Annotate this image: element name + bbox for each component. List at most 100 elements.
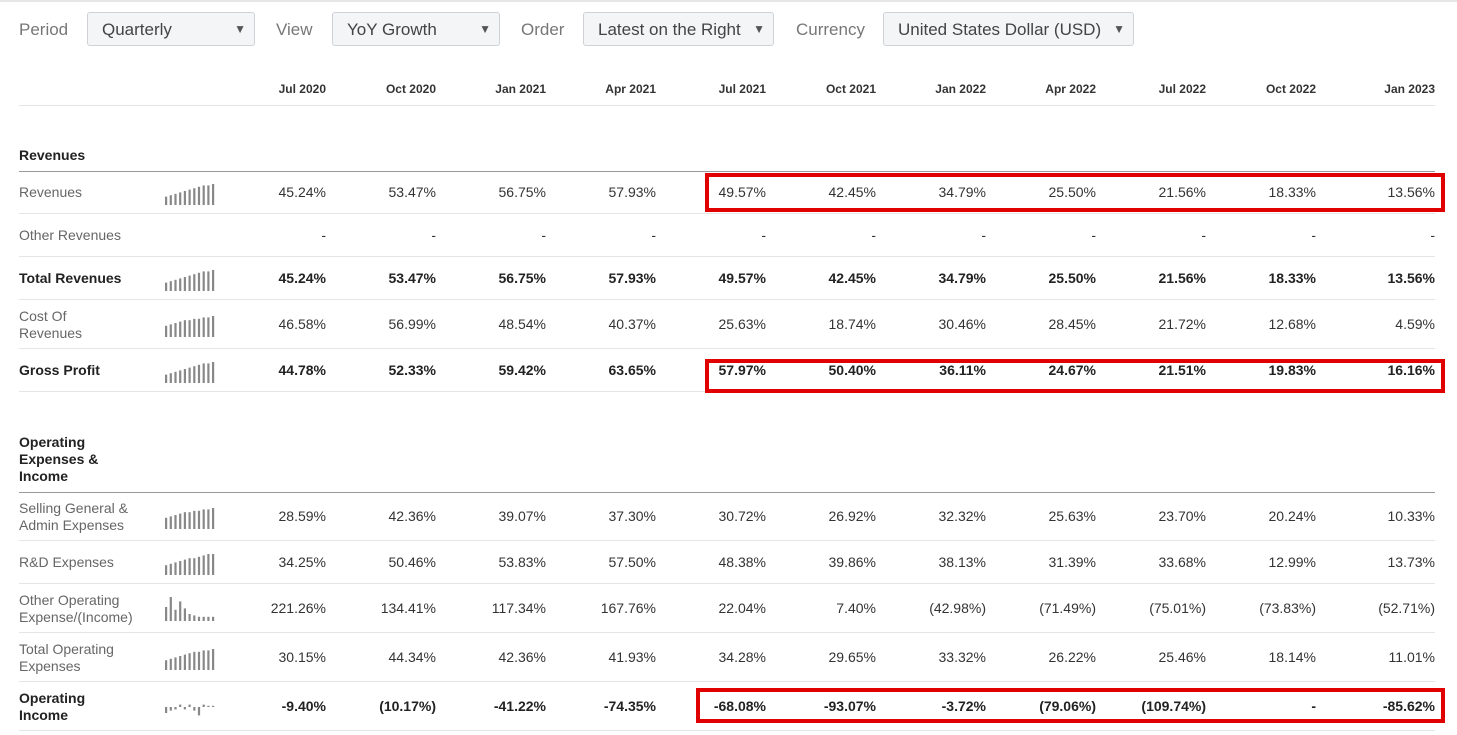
sparkline-bar [202, 649, 205, 670]
table-cell: 50.46% [388, 553, 436, 570]
sparkline-bar [174, 322, 177, 337]
currency-label: Currency [796, 20, 865, 39]
table-cell: - [651, 226, 656, 243]
sparkline-bar [193, 510, 196, 529]
table-cell: -68.08% [713, 697, 766, 714]
currency-select[interactable]: United States Dollar (USD) ▼ [883, 12, 1134, 46]
table-cell: 46.58% [278, 315, 326, 332]
table-cell: 10.33% [1387, 507, 1435, 524]
row-label: Other Revenues [19, 227, 121, 243]
sparkline-bar [183, 276, 186, 291]
sparkline-bar [202, 616, 205, 621]
table-cell: 45.24% [278, 183, 326, 200]
table-cell: (10.17%) [379, 697, 436, 714]
period-select[interactable]: Quarterly ▼ [87, 12, 255, 46]
sparkline-bar [183, 654, 186, 670]
sparkline-bar [183, 190, 186, 205]
row-label: Other Operating Expense/(Income) [19, 591, 133, 625]
table-cell: 42.36% [498, 648, 546, 665]
sparkline-bar [165, 706, 168, 713]
sparkline-bar [212, 361, 215, 383]
sparkline-bar [193, 365, 196, 383]
sparkline-bar [179, 704, 182, 707]
table-cell: - [541, 226, 546, 243]
table-cell: (75.01%) [1149, 599, 1206, 616]
table-cell: - [1311, 226, 1316, 243]
table-row: Cost Of Revenues 46.58% 56.99% 48.54% 40.37% 2… [19, 300, 1435, 349]
table-row: Total Revenues 45.24% 53.47% 56.75% 57.93% 49… [19, 257, 1435, 300]
table-cell: 48.54% [498, 315, 546, 332]
row-label: Total Operating Expenses [19, 640, 114, 674]
order-select[interactable]: Latest on the Right ▼ [583, 12, 774, 46]
sparkline-bar [188, 704, 191, 707]
sparkline-bar [165, 374, 168, 383]
sparkline-bar [202, 704, 205, 707]
table-cell: 37.30% [608, 507, 656, 524]
sparkline-bar [212, 553, 215, 575]
table-cell: 32.32% [938, 507, 986, 524]
column-header: Jul 2020 [278, 82, 326, 96]
column-header: Oct 2020 [385, 82, 436, 96]
sparkline-bar [193, 273, 196, 291]
top-border [0, 0, 1457, 2]
sparkline-bar [188, 319, 191, 337]
table-cell: 13.56% [1387, 183, 1435, 200]
table-cell: 44.78% [278, 361, 326, 378]
table-cell: -9.40% [281, 697, 326, 714]
table-cell: 36.11% [939, 361, 986, 378]
table-cell: 49.57% [718, 183, 766, 200]
sparkline-bar [169, 563, 172, 575]
table-cell: 56.75% [498, 269, 546, 286]
toolbar: Period Quarterly ▼ View YoY Growth ▼ Ord… [0, 12, 1457, 48]
table-cell: 38.13% [938, 553, 986, 570]
sparkline-bar [169, 596, 172, 621]
table-cell: (109.74%) [1141, 697, 1206, 714]
sparkline-bar [188, 613, 191, 621]
table-cell: 21.56% [1158, 183, 1206, 200]
sparkline-icon [165, 596, 215, 621]
sparkline-bar [202, 554, 205, 575]
table-cell: 12.68% [1268, 315, 1316, 332]
table-cell: 25.46% [1158, 648, 1206, 665]
view-select[interactable]: YoY Growth ▼ [332, 12, 500, 46]
period-label: Period [19, 20, 69, 39]
sparkline-bar [169, 323, 172, 337]
table-row: Other Revenues - - - - - - - - - - - [19, 214, 1435, 257]
table-cell: -93.07% [823, 697, 876, 714]
column-header: Jul 2022 [1158, 82, 1206, 96]
table-row: Selling General & Admin Expenses 28.59% 42.… [19, 492, 1435, 541]
sparkline-bar [183, 319, 186, 337]
sparkline-bar [179, 560, 182, 575]
sparkline-bar [197, 318, 201, 337]
table-cell: 44.34% [388, 648, 436, 665]
sparkline-bar [169, 372, 172, 383]
table-cell: 134.41% [380, 599, 436, 616]
table-cell: 20.24% [1268, 507, 1316, 524]
section-label-line1: Operating [19, 434, 86, 450]
sparkline-icon [165, 553, 215, 575]
sparkline-bar [197, 616, 201, 621]
section-revenues: Revenues [19, 147, 86, 163]
table-cell: 39.86% [828, 553, 876, 570]
sparkline-bar [179, 600, 182, 621]
table-cell: -74.35% [603, 697, 656, 714]
table-cell: 24.67% [1048, 361, 1096, 378]
sparkline-bar [212, 315, 215, 337]
sparkline-bar [188, 275, 191, 291]
table-cell: 33.32% [938, 648, 986, 665]
sparkline-bar [183, 511, 186, 529]
sparkline-bar [179, 655, 182, 670]
table-row: Other Operating Expense/(Income) 221.26% 13… [19, 584, 1435, 633]
table-cell: - [981, 226, 986, 243]
row-label: Operating Income [19, 689, 86, 723]
table-cell: -85.62% [1382, 697, 1435, 714]
sparkline-bar [174, 561, 177, 575]
sparkline-bar [179, 277, 182, 291]
table-cell: 21.51% [1158, 361, 1206, 378]
sparkline-bar [193, 318, 196, 337]
table-cell: 53.47% [388, 269, 436, 286]
sparkline-bar [183, 559, 186, 575]
sparkline-bar [197, 272, 201, 291]
sparkline-bar [174, 706, 177, 709]
chevron-down-icon: ▼ [479, 22, 491, 36]
